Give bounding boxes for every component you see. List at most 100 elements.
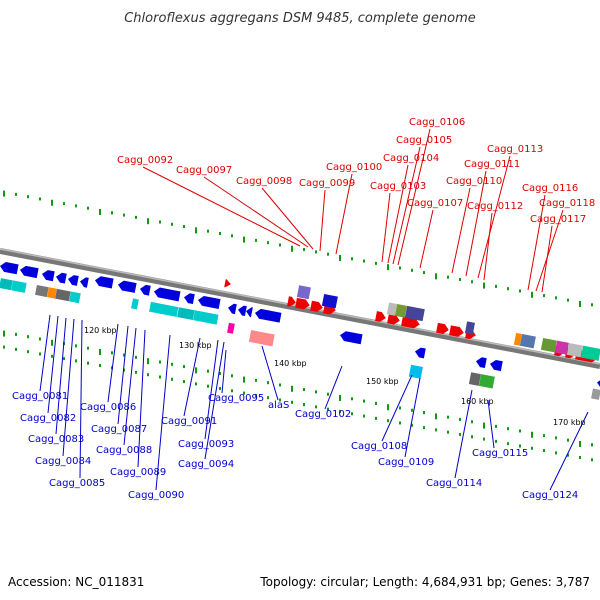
gene-label[interactable]: Cagg_0097 bbox=[176, 165, 232, 176]
forward-gene[interactable] bbox=[386, 302, 397, 316]
reverse-gene[interactable] bbox=[227, 303, 237, 315]
gene-label[interactable]: Cagg_0099 bbox=[299, 178, 355, 189]
gene-label[interactable]: Cagg_0112 bbox=[467, 201, 523, 212]
rna-feature[interactable] bbox=[131, 298, 139, 310]
rna-feature[interactable] bbox=[69, 291, 81, 304]
rna-feature[interactable] bbox=[47, 287, 57, 299]
reverse-gene[interactable] bbox=[339, 330, 363, 345]
reverse-gene[interactable] bbox=[153, 287, 181, 302]
reverse-gene[interactable] bbox=[79, 276, 89, 288]
gene-label[interactable]: Cagg_0111 bbox=[464, 159, 520, 170]
gene-label[interactable]: Cagg_0086 bbox=[80, 402, 136, 413]
rna-feature[interactable] bbox=[591, 388, 600, 400]
gene-label[interactable]: Cagg_0091 bbox=[161, 416, 217, 427]
rna-feature[interactable] bbox=[11, 280, 27, 293]
reverse-gene[interactable] bbox=[414, 347, 426, 359]
gene-label[interactable]: Cagg_0092 bbox=[117, 155, 173, 166]
gc-skew-dot bbox=[123, 213, 125, 217]
gc-skew-dot bbox=[435, 273, 437, 280]
reverse-gene[interactable] bbox=[55, 272, 67, 284]
gene-label[interactable]: Cagg_0087 bbox=[91, 424, 147, 435]
forward-gene[interactable] bbox=[387, 313, 401, 325]
reverse-gene[interactable] bbox=[67, 274, 79, 286]
gene-label[interactable]: Cagg_0094 bbox=[178, 459, 234, 470]
gene-label[interactable]: Cagg_0085 bbox=[49, 478, 105, 489]
gene-label[interactable]: Cagg_0109 bbox=[378, 457, 434, 468]
reverse-gene[interactable] bbox=[0, 261, 19, 275]
forward-gene[interactable] bbox=[375, 311, 387, 323]
gene-label[interactable]: Cagg_0081 bbox=[12, 391, 68, 402]
gene-label[interactable]: Cagg_0107 bbox=[407, 198, 463, 209]
rna-feature[interactable] bbox=[468, 372, 481, 386]
rna-feature[interactable] bbox=[227, 322, 235, 334]
gene-label[interactable]: Cagg_0103 bbox=[370, 181, 426, 192]
gene-label[interactable]: Cagg_0124 bbox=[522, 490, 578, 501]
gene-label[interactable]: Cagg_0088 bbox=[96, 445, 152, 456]
reverse-gene[interactable] bbox=[237, 305, 247, 317]
forward-gene[interactable] bbox=[224, 279, 231, 288]
gene-label[interactable]: Cagg_0098 bbox=[236, 176, 292, 187]
gene-label[interactable]: Cagg_0089 bbox=[110, 467, 166, 478]
reverse-gene[interactable] bbox=[475, 356, 487, 369]
gene-label[interactable]: Cagg_0114 bbox=[426, 478, 482, 489]
rna-feature[interactable] bbox=[478, 374, 495, 389]
leader-line bbox=[261, 345, 279, 401]
forward-gene[interactable] bbox=[513, 332, 523, 346]
gene-label[interactable]: Cagg_0100 bbox=[326, 162, 382, 173]
gene-label[interactable]: Cagg_0082 bbox=[20, 413, 76, 424]
reverse-gene[interactable] bbox=[254, 308, 282, 323]
forward-gene[interactable] bbox=[540, 337, 557, 353]
reverse-gene[interactable] bbox=[489, 359, 503, 372]
gene-label[interactable]: Cagg_0090 bbox=[128, 490, 184, 501]
gene-label[interactable]: Cagg_0110 bbox=[446, 176, 502, 187]
forward-gene[interactable] bbox=[566, 342, 583, 358]
rna-feature[interactable] bbox=[35, 284, 49, 298]
forward-gene[interactable] bbox=[296, 285, 311, 300]
rna-feature[interactable] bbox=[0, 278, 13, 291]
forward-gene[interactable] bbox=[464, 321, 475, 335]
gene-label[interactable]: Cagg_0083 bbox=[28, 434, 84, 445]
forward-gene[interactable] bbox=[404, 305, 425, 322]
forward-gene[interactable] bbox=[580, 345, 600, 361]
reverse-gene[interactable] bbox=[183, 292, 195, 305]
gene-label[interactable]: Cagg_0108 bbox=[351, 441, 407, 452]
reverse-gene[interactable] bbox=[94, 275, 114, 289]
gc-skew-dot bbox=[291, 400, 293, 404]
gc-skew-dot bbox=[483, 422, 485, 429]
gene-label[interactable]: Cagg_0093 bbox=[178, 439, 234, 450]
forward-gene[interactable] bbox=[449, 325, 465, 337]
gene-label[interactable]: Cagg_0115 bbox=[472, 448, 528, 459]
reverse-gene[interactable] bbox=[596, 378, 600, 390]
rna-feature[interactable] bbox=[149, 301, 179, 317]
forward-gene[interactable] bbox=[519, 333, 536, 349]
gene-label[interactable]: Cagg_0104 bbox=[383, 153, 439, 164]
reverse-gene[interactable] bbox=[197, 295, 221, 310]
reverse-gene[interactable] bbox=[117, 280, 137, 293]
forward-gene[interactable] bbox=[554, 340, 569, 355]
gene-label[interactable]: Cagg_0116 bbox=[522, 183, 578, 194]
reverse-gene[interactable] bbox=[19, 265, 39, 279]
gene-label[interactable]: Cagg_0105 bbox=[396, 135, 452, 146]
gene-label[interactable]: Cagg_0113 bbox=[487, 144, 543, 155]
reverse-gene[interactable] bbox=[245, 306, 253, 318]
rna-feature[interactable] bbox=[177, 307, 195, 321]
gene-label[interactable]: Cagg_0102 bbox=[295, 409, 351, 420]
reverse-gene[interactable] bbox=[139, 284, 151, 296]
gene-label[interactable]: Cagg_0095 bbox=[208, 393, 264, 404]
forward-gene[interactable] bbox=[436, 322, 450, 335]
reverse-gene[interactable] bbox=[41, 269, 55, 282]
rna-feature[interactable] bbox=[248, 330, 275, 347]
forward-gene[interactable] bbox=[310, 300, 324, 313]
rna-feature[interactable] bbox=[55, 288, 71, 302]
forward-gene[interactable] bbox=[287, 296, 297, 307]
gene-label[interactable]: Cagg_0118 bbox=[539, 198, 595, 209]
gene-label[interactable]: alaS bbox=[268, 400, 289, 411]
forward-gene[interactable] bbox=[321, 294, 338, 309]
gene-label[interactable]: Cagg_0117 bbox=[530, 214, 586, 225]
forward-gene[interactable] bbox=[295, 297, 311, 310]
gene-label[interactable]: Cagg_0106 bbox=[409, 117, 465, 128]
gene-label[interactable]: Cagg_0084 bbox=[35, 456, 91, 467]
rna-feature[interactable] bbox=[193, 310, 219, 325]
forward-gene[interactable] bbox=[394, 304, 407, 318]
